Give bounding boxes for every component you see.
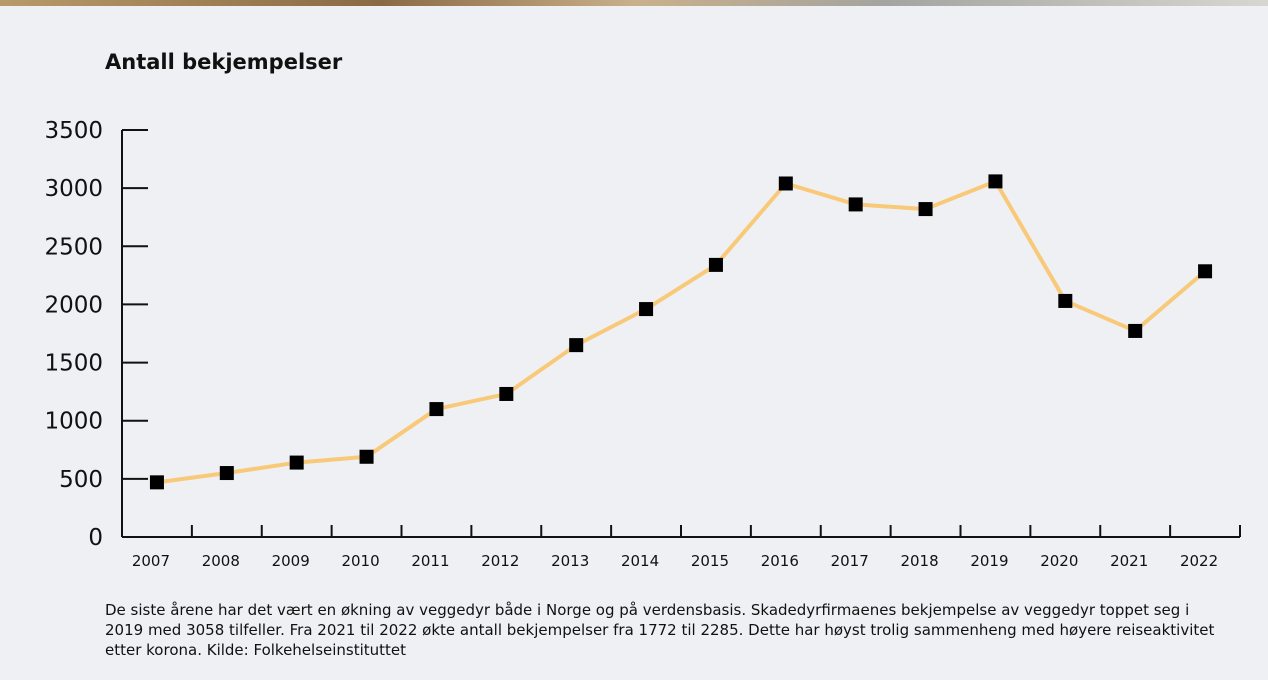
caption: De siste årene har det vært en økning av… (105, 601, 1215, 659)
x-tick-label: 2019 (970, 552, 1008, 570)
x-tick-label: 2011 (411, 552, 449, 570)
x-tick-label: 2008 (202, 552, 240, 570)
x-tick-label: 2010 (341, 552, 379, 570)
marker (219, 466, 234, 481)
header-photo (0, 0, 1268, 6)
x-tick-label: 2007 (132, 552, 170, 570)
marker (639, 302, 654, 317)
y-tick-label: 1000 (44, 409, 103, 435)
marker (149, 475, 164, 490)
x-tick-label: 2012 (481, 552, 519, 570)
y-tick-label: 3000 (44, 176, 103, 202)
chart-title: Antall bekjempelser (105, 50, 343, 74)
marker (988, 174, 1003, 189)
x-tick-label: 2021 (1110, 552, 1148, 570)
marker (499, 386, 514, 401)
marker (1128, 323, 1143, 338)
marker (1058, 293, 1073, 308)
x-tick-label: 2015 (691, 552, 729, 570)
y-tick-label: 500 (59, 467, 103, 493)
marker (429, 402, 444, 417)
x-tick-label: 2017 (831, 552, 869, 570)
marker (848, 197, 863, 212)
x-tick-label: 2013 (551, 552, 589, 570)
y-tick-label: 2000 (44, 292, 103, 318)
x-tick-label: 2014 (621, 552, 659, 570)
x-tick-label: 2016 (761, 552, 799, 570)
marker (918, 202, 933, 217)
marker (289, 455, 304, 470)
marker (1198, 264, 1213, 279)
marker (569, 338, 584, 353)
line (156, 179, 1207, 485)
y-tick-label: 3500 (44, 118, 103, 144)
y-tick-label: 1500 (44, 351, 103, 377)
marker (359, 449, 374, 464)
x-tick-label: 2018 (900, 552, 938, 570)
x-tick-label: 2022 (1180, 552, 1218, 570)
y-tick-label: 0 (88, 525, 103, 551)
x-tick-label: 2020 (1040, 552, 1078, 570)
marker (708, 257, 723, 272)
x-tick-label: 2009 (272, 552, 310, 570)
marker (778, 176, 793, 191)
y-tick-label: 2500 (44, 234, 103, 260)
